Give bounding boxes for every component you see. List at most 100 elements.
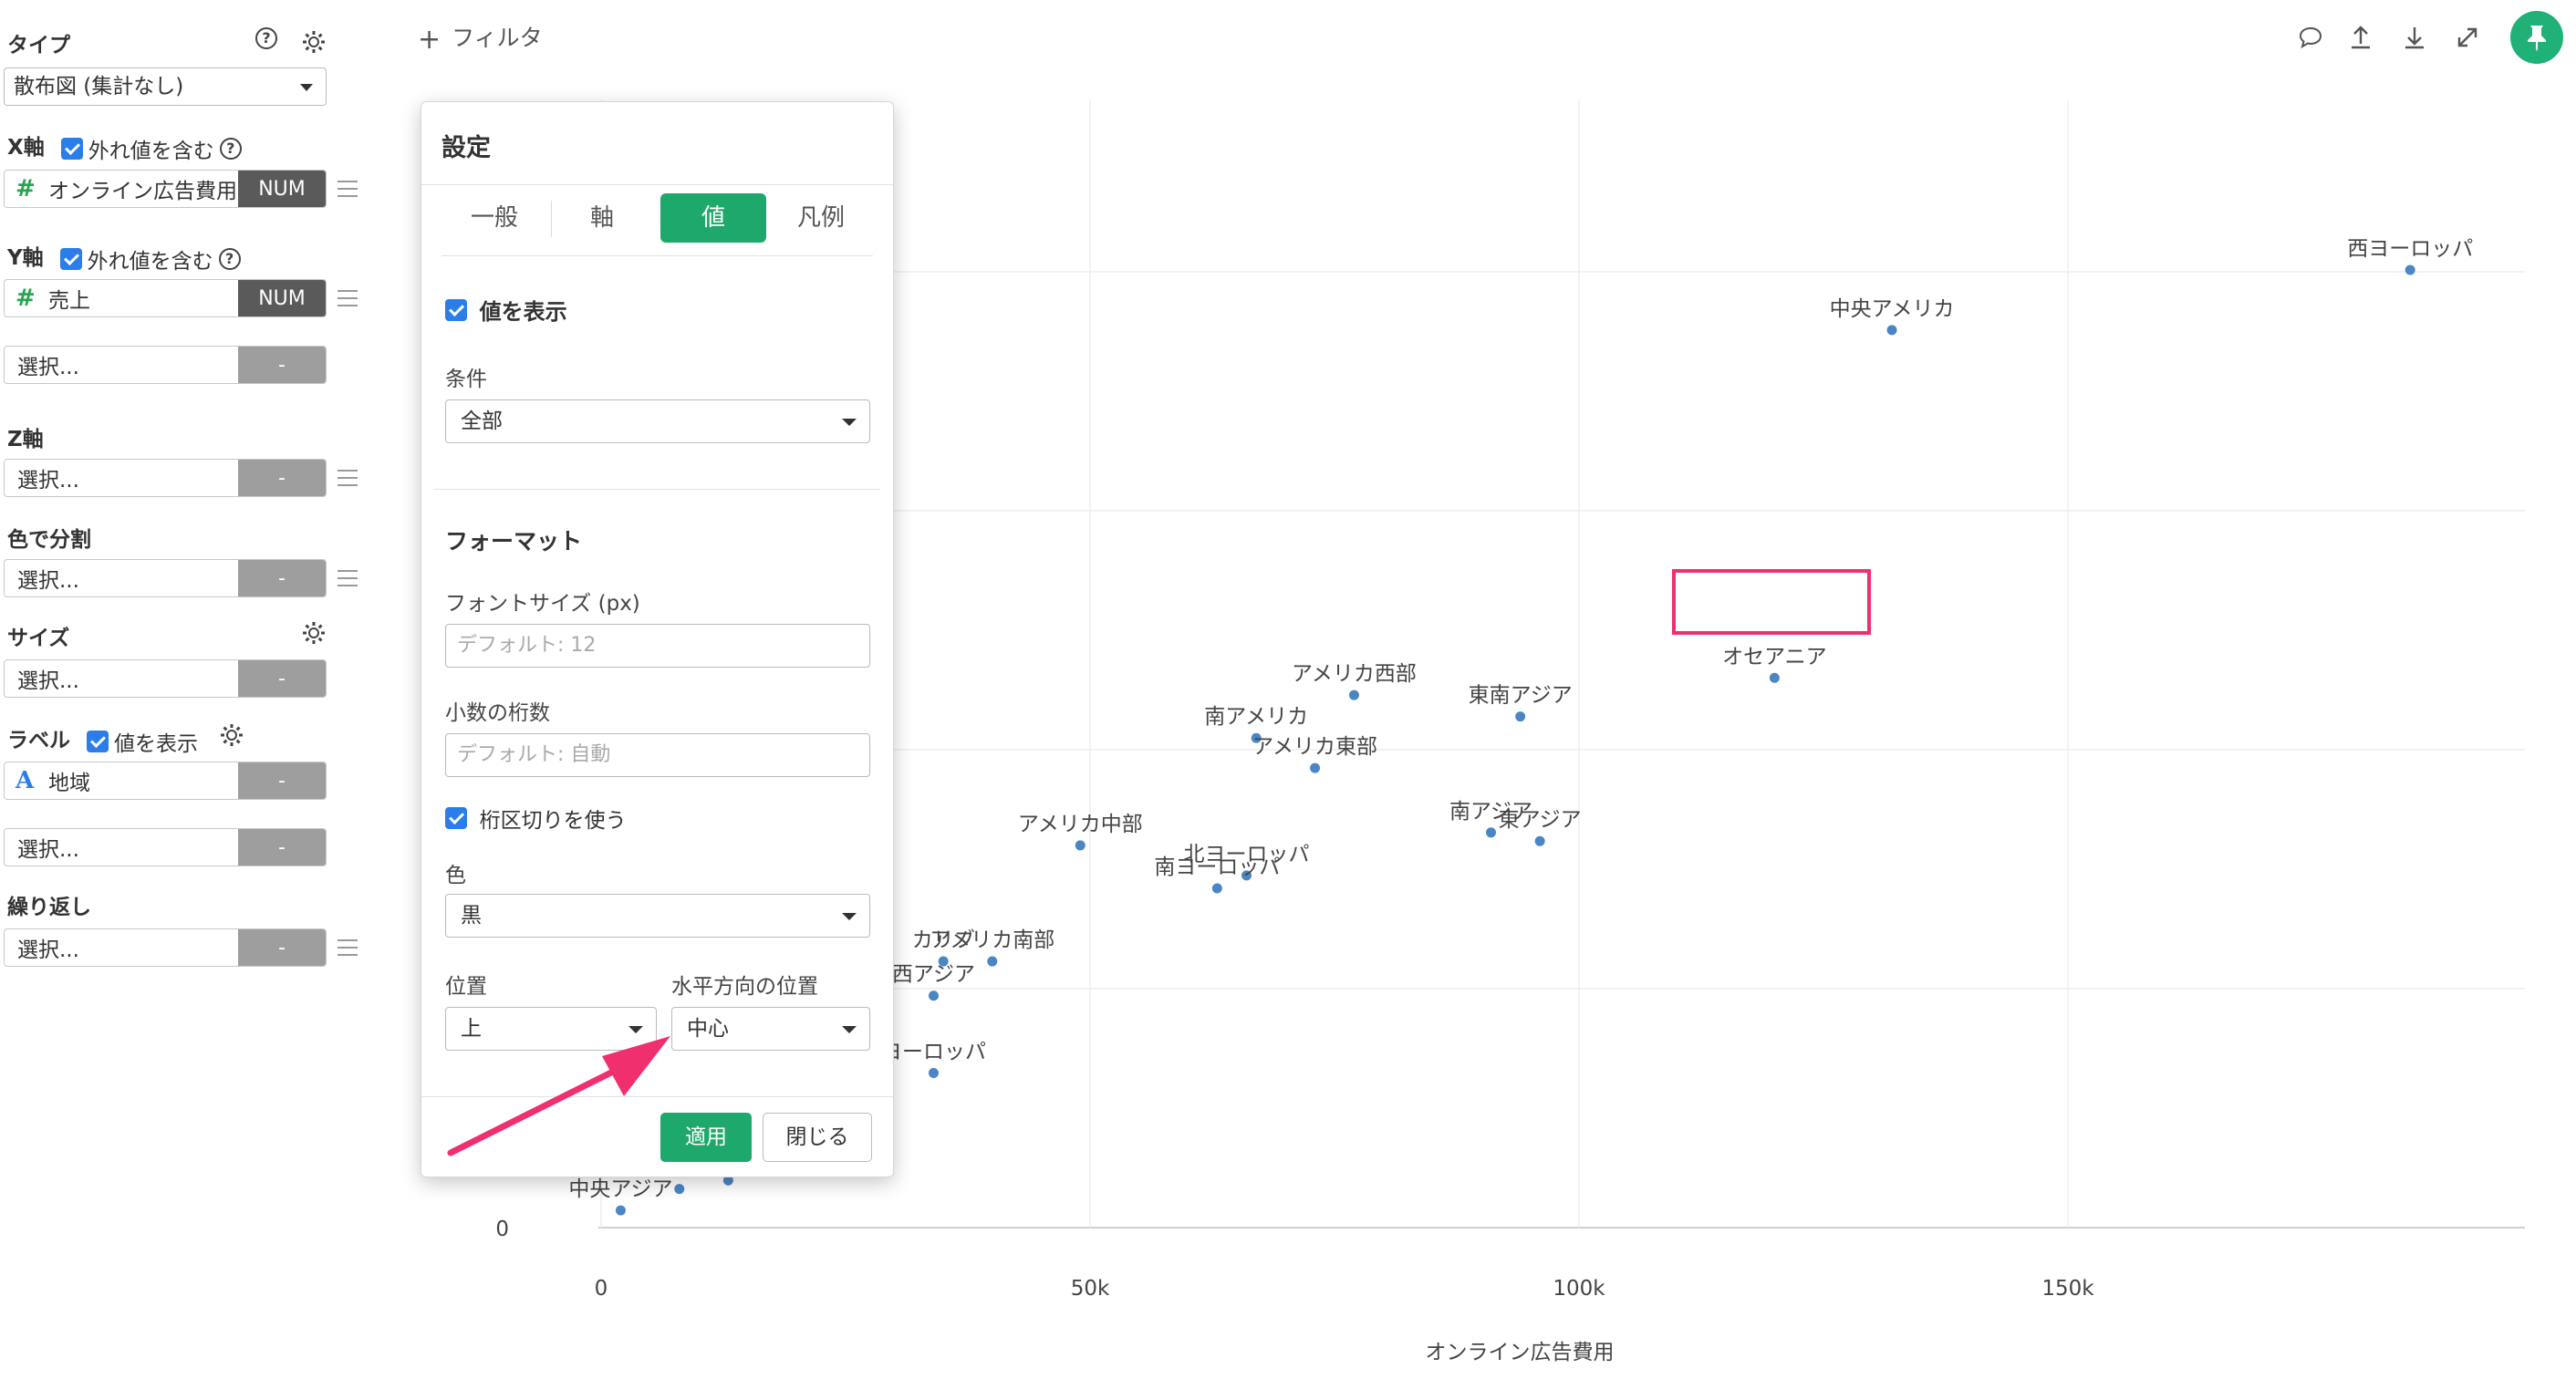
condition-label: 条件 [445,368,487,391]
data-point [1769,672,1780,683]
label-title: ラベル [7,729,70,752]
tab-legend[interactable]: 凡例 [796,204,845,232]
data-point [1886,325,1897,336]
repeat-placeholder: 選択... [17,938,79,962]
tab-values[interactable]: 値 [660,193,766,243]
pin-button[interactable] [2510,11,2563,64]
z-axis-field[interactable]: 選択... - [4,459,327,497]
x-axis-title: オンライン広告費用 [1426,1341,1615,1364]
dialog-title: 設定 [441,134,491,162]
filter-label: フィルタ [452,25,543,51]
color-type-badge[interactable]: - [238,560,326,596]
divider [421,1096,893,1097]
type-label: タイプ [7,34,70,57]
show-values-option[interactable]: 値を表示 [445,294,567,326]
color-select[interactable]: 黒 [445,894,870,938]
drag-handle-icon[interactable] [338,570,358,586]
y-field-name: 売上 [48,289,90,313]
data-point [928,990,939,1001]
tab-general[interactable]: 一般 [470,204,518,232]
y-outlier-checkbox[interactable] [59,247,82,270]
h-position-label: 水平方向の位置 [671,975,818,999]
repeat-type-badge[interactable]: - [238,929,326,966]
size-field[interactable]: 選択... - [4,659,327,698]
drag-handle-icon[interactable] [338,939,358,956]
font-size-input[interactable]: デフォルト: 12 [445,624,870,668]
data-label: 南アジア [1449,800,1532,824]
data-label: オセアニア [1722,645,1827,669]
thousands-separator-option[interactable]: 桁区切りを使う [445,803,627,834]
decimals-input[interactable]: デフォルト: 自動 [445,733,870,777]
thousands-separator-label: 桁区切りを使う [479,809,627,833]
repeat-label: 繰り返し [7,896,91,919]
data-point [1241,870,1252,881]
data-point [987,956,998,967]
data-point [1310,762,1321,773]
data-label: 中央アジア [568,1177,672,1201]
y-axis-title: Y軸 [7,246,44,270]
help-icon[interactable]: ? [255,27,277,49]
size-type-badge[interactable]: - [238,660,326,697]
drag-handle-icon[interactable] [338,181,358,197]
z-type-badge[interactable]: - [238,460,326,496]
data-label: 南アメリカ [1204,705,1308,729]
y-field-type-badge[interactable]: NUM [238,280,326,316]
help-icon[interactable]: ? [219,137,242,160]
size-label: サイズ [7,627,70,650]
gear-icon[interactable] [301,620,327,646]
label-field-name: 地域 [48,772,90,795]
data-point [1534,835,1545,846]
repeat-field[interactable]: 選択... - [4,928,327,967]
chart-type-select[interactable]: 散布図 (集計なし) [4,67,327,106]
data-label: 西アジア [892,963,975,987]
label-type-badge[interactable]: - [238,762,326,799]
data-point [1348,690,1359,700]
add-filter-button[interactable]: + フィルタ [418,20,543,56]
download-icon[interactable] [2401,24,2428,51]
show-label-checkbox[interactable] [87,730,109,752]
color-split-field[interactable]: 選択... - [4,559,327,597]
data-point [1515,711,1526,722]
upload-icon[interactable] [2347,24,2374,51]
data-label: 東南アジア [1469,684,1573,708]
y-tick-label: 0 [495,1218,509,1241]
label-field[interactable]: A 地域 - [4,762,327,800]
x-field-type-badge[interactable]: NUM [238,171,326,207]
x-outlier-label: 外れ値を含む [88,139,214,163]
position-select[interactable]: 上 [445,1007,657,1051]
h-position-select[interactable]: 中心 [671,1007,870,1051]
y-extra-type-badge[interactable]: - [238,347,326,383]
y-axis-extra-field[interactable]: 選択... - [4,346,327,384]
x-tick-label: 0 [595,1277,608,1301]
y-extra-placeholder: 選択... [17,356,79,379]
divider [421,184,893,185]
settings-tabs: 一般 軸 値 凡例 [441,193,870,244]
divider [551,201,552,237]
label-extra-field[interactable]: 選択... - [4,828,327,866]
label-extra-placeholder: 選択... [17,838,79,862]
drag-handle-icon[interactable] [338,290,358,306]
show-values-checkbox[interactable] [445,298,467,321]
tab-axis[interactable]: 軸 [589,204,614,232]
comment-icon[interactable] [2297,24,2324,51]
data-point [722,1175,733,1186]
show-values-label: 値を表示 [479,299,567,325]
format-heading: フォーマット [445,528,583,555]
divider [441,255,873,256]
x-outlier-checkbox[interactable] [60,137,83,160]
drag-handle-icon[interactable] [338,470,358,486]
help-icon[interactable]: ? [218,247,241,270]
plus-icon: + [418,23,441,56]
x-axis-field[interactable]: # オンライン広告費用 NUM [4,170,327,208]
condition-select[interactable]: 全部 [445,399,870,443]
y-axis-field[interactable]: # 売上 NUM [4,279,327,317]
label-extra-type-badge[interactable]: - [238,829,326,866]
gear-icon[interactable] [219,722,244,748]
expand-icon[interactable] [2454,24,2481,51]
apply-button[interactable]: 適用 [660,1113,752,1162]
close-button[interactable]: 閉じる [763,1113,872,1162]
data-point [938,956,949,967]
thousands-separator-checkbox[interactable] [445,807,467,829]
gear-icon[interactable] [301,29,327,55]
